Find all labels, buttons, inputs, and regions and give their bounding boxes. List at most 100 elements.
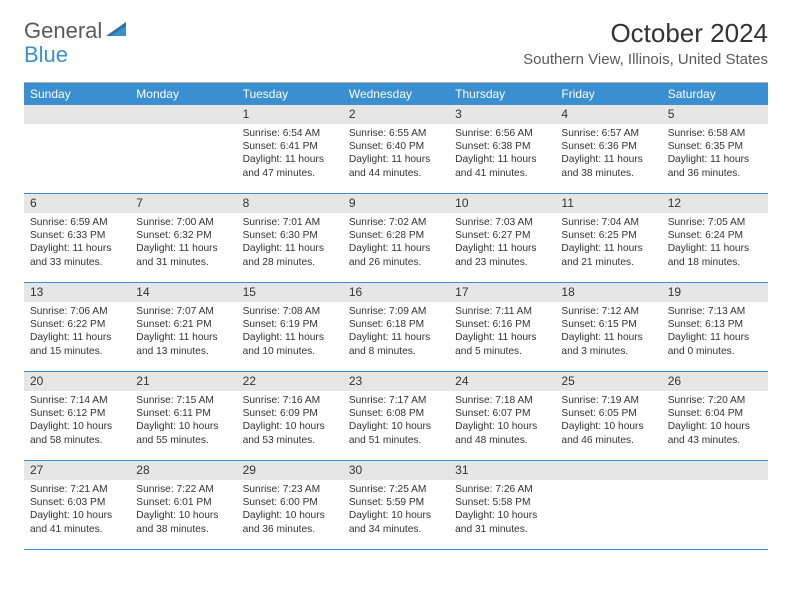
day-number: 27 <box>24 461 130 480</box>
day-number: 25 <box>555 372 661 391</box>
day-number: 18 <box>555 283 661 302</box>
cell-body: Sunrise: 7:02 AMSunset: 6:28 PMDaylight:… <box>343 213 449 272</box>
dayhead-monday: Monday <box>130 83 236 105</box>
sunrise-line: Sunrise: 7:25 AM <box>349 483 443 496</box>
day-number: 20 <box>24 372 130 391</box>
calendar-cell <box>662 461 768 549</box>
calendar-cell: 19Sunrise: 7:13 AMSunset: 6:13 PMDayligh… <box>662 283 768 371</box>
daylight-line: Daylight: 11 hours and 10 minutes. <box>243 331 337 357</box>
sunrise-line: Sunrise: 7:26 AM <box>455 483 549 496</box>
calendar-cell: 27Sunrise: 7:21 AMSunset: 6:03 PMDayligh… <box>24 461 130 549</box>
sunset-line: Sunset: 6:27 PM <box>455 229 549 242</box>
cell-body: Sunrise: 7:23 AMSunset: 6:00 PMDaylight:… <box>237 480 343 539</box>
sunset-line: Sunset: 6:19 PM <box>243 318 337 331</box>
calendar-cell: 2Sunrise: 6:55 AMSunset: 6:40 PMDaylight… <box>343 105 449 193</box>
sunset-line: Sunset: 6:09 PM <box>243 407 337 420</box>
calendar-cell: 23 Sunrise: 7:17 AMSunset: 6:08 PMDayligh… <box>343 372 449 460</box>
daylight-line: Daylight: 10 hours and 46 minutes. <box>561 420 655 446</box>
dayhead-saturday: Saturday <box>662 83 768 105</box>
daylight-line: Daylight: 10 hours and 41 minutes. <box>30 509 124 535</box>
cell-body: Sunrise: 7:03 AMSunset: 6:27 PMDaylight:… <box>449 213 555 272</box>
dayhead-friday: Friday <box>555 83 661 105</box>
day-number: 21 <box>130 372 236 391</box>
cell-body: Sunrise: 7:16 AMSunset: 6:09 PMDaylight:… <box>237 391 343 450</box>
day-number: 23 <box>343 372 449 391</box>
daylight-line: Daylight: 11 hours and 18 minutes. <box>668 242 762 268</box>
cell-body: Sunrise: 6:54 AMSunset: 6:41 PMDaylight:… <box>237 124 343 183</box>
day-header-row: Sunday Monday Tuesday Wednesday Thursday… <box>24 83 768 105</box>
dayhead-thursday: Thursday <box>449 83 555 105</box>
sunrise-line: Sunrise: 7:09 AM <box>349 305 443 318</box>
daylight-line: Daylight: 11 hours and 41 minutes. <box>455 153 549 179</box>
sunset-line: Sunset: 6:24 PM <box>668 229 762 242</box>
sunset-line: Sunset: 6:04 PM <box>668 407 762 420</box>
sunrise-line: Sunrise: 7:18 AM <box>455 394 549 407</box>
cell-body: Sunrise: 7:05 AMSunset: 6:24 PMDaylight:… <box>662 213 768 272</box>
daylight-line: Daylight: 11 hours and 5 minutes. <box>455 331 549 357</box>
header: General October 2024 Southern View, Illi… <box>0 0 792 74</box>
cell-body: Sunrise: 7:11 AMSunset: 6:16 PMDaylight:… <box>449 302 555 361</box>
cell-body: Sunrise: 6:56 AMSunset: 6:38 PMDaylight:… <box>449 124 555 183</box>
calendar-cell: 22Sunrise: 7:16 AMSunset: 6:09 PMDayligh… <box>237 372 343 460</box>
daylight-line: Daylight: 10 hours and 55 minutes. <box>136 420 230 446</box>
cell-body: Sunrise: 6:58 AMSunset: 6:35 PMDaylight:… <box>662 124 768 183</box>
sunset-line: Sunset: 6:18 PM <box>349 318 443 331</box>
logo-text-blue: Blue <box>24 42 68 67</box>
cell-body: Sunrise: 7:00 AMSunset: 6:32 PMDaylight:… <box>130 213 236 272</box>
location-subtitle: Southern View, Illinois, United States <box>523 51 768 68</box>
calendar-cell: 4Sunrise: 6:57 AMSunset: 6:36 PMDaylight… <box>555 105 661 193</box>
calendar-cell: 21Sunrise: 7:15 AMSunset: 6:11 PMDayligh… <box>130 372 236 460</box>
cell-body: Sunrise: 7:07 AMSunset: 6:21 PMDaylight:… <box>130 302 236 361</box>
daylight-line: Daylight: 11 hours and 8 minutes. <box>349 331 443 357</box>
day-number: 2 <box>343 105 449 124</box>
day-number <box>24 105 130 124</box>
cell-body: Sunrise: 7:04 AMSunset: 6:25 PMDaylight:… <box>555 213 661 272</box>
calendar-week: 13Sunrise: 7:06 AMSunset: 6:22 PMDayligh… <box>24 283 768 372</box>
sunset-line: Sunset: 6:36 PM <box>561 140 655 153</box>
sunrise-line: Sunrise: 7:04 AM <box>561 216 655 229</box>
dayhead-tuesday: Tuesday <box>237 83 343 105</box>
sunset-line: Sunset: 6:35 PM <box>668 140 762 153</box>
sunset-line: Sunset: 6:25 PM <box>561 229 655 242</box>
sunrise-line: Sunrise: 7:23 AM <box>243 483 337 496</box>
daylight-line: Daylight: 11 hours and 15 minutes. <box>30 331 124 357</box>
day-number: 6 <box>24 194 130 213</box>
day-number: 8 <box>237 194 343 213</box>
sunset-line: Sunset: 6:16 PM <box>455 318 549 331</box>
sunrise-line: Sunrise: 7:17 AM <box>349 394 443 407</box>
cell-body: Sunrise: 6:57 AMSunset: 6:36 PMDaylight:… <box>555 124 661 183</box>
day-number: 11 <box>555 194 661 213</box>
calendar-cell: 10Sunrise: 7:03 AMSunset: 6:27 PMDayligh… <box>449 194 555 282</box>
cell-body: Sunrise: 7:22 AMSunset: 6:01 PMDaylight:… <box>130 480 236 539</box>
cell-body: Sunrise: 7:21 AMSunset: 6:03 PMDaylight:… <box>24 480 130 539</box>
daylight-line: Daylight: 10 hours and 51 minutes. <box>349 420 443 446</box>
daylight-line: Daylight: 11 hours and 13 minutes. <box>136 331 230 357</box>
daylight-line: Daylight: 11 hours and 38 minutes. <box>561 153 655 179</box>
daylight-line: Daylight: 11 hours and 28 minutes. <box>243 242 337 268</box>
daylight-line: Daylight: 10 hours and 31 minutes. <box>455 509 549 535</box>
day-number: 13 <box>24 283 130 302</box>
sunset-line: Sunset: 6:21 PM <box>136 318 230 331</box>
sunrise-line: Sunrise: 7:21 AM <box>30 483 124 496</box>
cell-body: Sunrise: 7:06 AMSunset: 6:22 PMDaylight:… <box>24 302 130 361</box>
calendar-cell: 31Sunrise: 7:26 AMSunset: 5:58 PMDayligh… <box>449 461 555 549</box>
sunset-line: Sunset: 5:59 PM <box>349 496 443 509</box>
cell-body: Sunrise: 7:14 AMSunset: 6:12 PMDaylight:… <box>24 391 130 450</box>
calendar-cell: 28Sunrise: 7:22 AMSunset: 6:01 PMDayligh… <box>130 461 236 549</box>
calendar-cell: 8Sunrise: 7:01 AMSunset: 6:30 PMDaylight… <box>237 194 343 282</box>
sunset-line: Sunset: 6:12 PM <box>30 407 124 420</box>
sunset-line: Sunset: 6:00 PM <box>243 496 337 509</box>
cell-body: Sunrise: 7:08 AMSunset: 6:19 PMDaylight:… <box>237 302 343 361</box>
calendar-cell: 17Sunrise: 7:11 AMSunset: 6:16 PMDayligh… <box>449 283 555 371</box>
sunset-line: Sunset: 6:08 PM <box>349 407 443 420</box>
day-number: 12 <box>662 194 768 213</box>
calendar-cell: 16Sunrise: 7:09 AMSunset: 6:18 PMDayligh… <box>343 283 449 371</box>
calendar-week: 6Sunrise: 6:59 AMSunset: 6:33 PMDaylight… <box>24 194 768 283</box>
sunset-line: Sunset: 6:28 PM <box>349 229 443 242</box>
day-number: 30 <box>343 461 449 480</box>
sunrise-line: Sunrise: 7:13 AM <box>668 305 762 318</box>
sunset-line: Sunset: 6:11 PM <box>136 407 230 420</box>
day-number: 3 <box>449 105 555 124</box>
sunset-line: Sunset: 6:33 PM <box>30 229 124 242</box>
cell-body: Sunrise: 7:25 AMSunset: 5:59 PMDaylight:… <box>343 480 449 539</box>
